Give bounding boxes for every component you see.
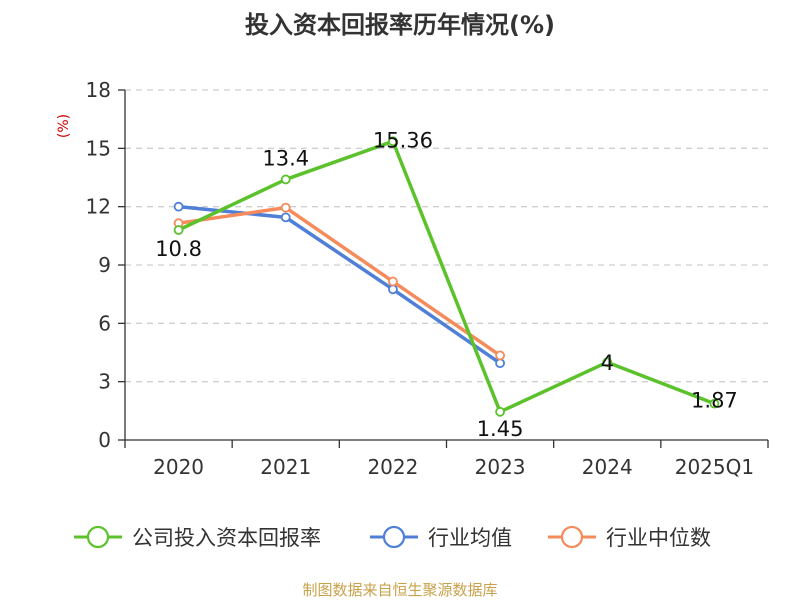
- y-tick-label: 18: [86, 78, 111, 102]
- legend-label: 行业均值: [428, 526, 512, 550]
- data-label: 13.4: [262, 146, 309, 170]
- data-label: 10.8: [155, 237, 202, 261]
- data-label: 1.45: [477, 417, 524, 441]
- legend-swatch-marker: [560, 525, 584, 549]
- y-axis-unit: (%): [56, 114, 72, 138]
- data-labels: 10.8 13.4 15.36 1.45 4 1.87: [155, 128, 738, 440]
- x-tick-label: 2021: [260, 455, 311, 479]
- data-point[interactable]: [602, 357, 613, 368]
- legend-item-1[interactable]: 行业均值: [370, 525, 512, 550]
- data-point[interactable]: [280, 202, 291, 213]
- series-line-1: [178, 204, 502, 365]
- y-tick-label: 6: [98, 311, 111, 335]
- y-tick-label: 3: [98, 370, 111, 394]
- y-tick-label: 15: [86, 136, 111, 160]
- data-point[interactable]: [280, 174, 291, 185]
- data-label: 4: [601, 351, 614, 375]
- axes: 0 3 6 9 12 15 18 2020 2021 2022 2023 2024 2025Q1: [86, 78, 769, 479]
- legend-label: 行业中位数: [606, 526, 711, 550]
- data-point[interactable]: [495, 406, 505, 417]
- legend-item-2[interactable]: 行业中位数: [548, 525, 711, 550]
- x-tick-label: 2025Q1: [675, 455, 754, 479]
- y-tick-label: 0: [98, 428, 111, 452]
- legend-swatch-marker: [86, 525, 110, 549]
- data-point[interactable]: [173, 201, 184, 212]
- data-point[interactable]: [173, 225, 184, 235]
- x-tick-label: 2023: [475, 455, 526, 479]
- grid-lines: [125, 89, 768, 383]
- series-group: [173, 136, 720, 417]
- x-tick-label: 2024: [582, 455, 633, 479]
- legend-item-0[interactable]: 公司投入资本回报率: [74, 525, 321, 550]
- data-point[interactable]: [388, 136, 398, 147]
- data-point[interactable]: [495, 358, 505, 369]
- series-line-0: [177, 139, 716, 414]
- source-note: 制图数据来自恒生聚源数据库: [302, 581, 497, 599]
- data-point[interactable]: [388, 276, 398, 287]
- y-tick-label: 12: [86, 195, 111, 219]
- data-point[interactable]: [709, 398, 720, 409]
- legend-swatch-marker: [382, 525, 406, 549]
- data-label: 1.87: [691, 389, 738, 413]
- data-point[interactable]: [495, 350, 505, 361]
- legend-label: 公司投入资本回报率: [132, 526, 321, 550]
- data-label: 15.36: [373, 128, 433, 152]
- x-tick-label: 2020: [153, 455, 204, 479]
- chart-title: 投入资本回报率历年情况(%): [245, 11, 555, 39]
- data-point[interactable]: [388, 284, 398, 295]
- y-tick-label: 9: [98, 253, 111, 277]
- legend[interactable]: 公司投入资本回报率 行业均值 行业中位数: [74, 525, 711, 550]
- x-tick-label: 2022: [367, 455, 418, 479]
- series-line-2: [178, 205, 502, 357]
- data-point[interactable]: [280, 212, 291, 223]
